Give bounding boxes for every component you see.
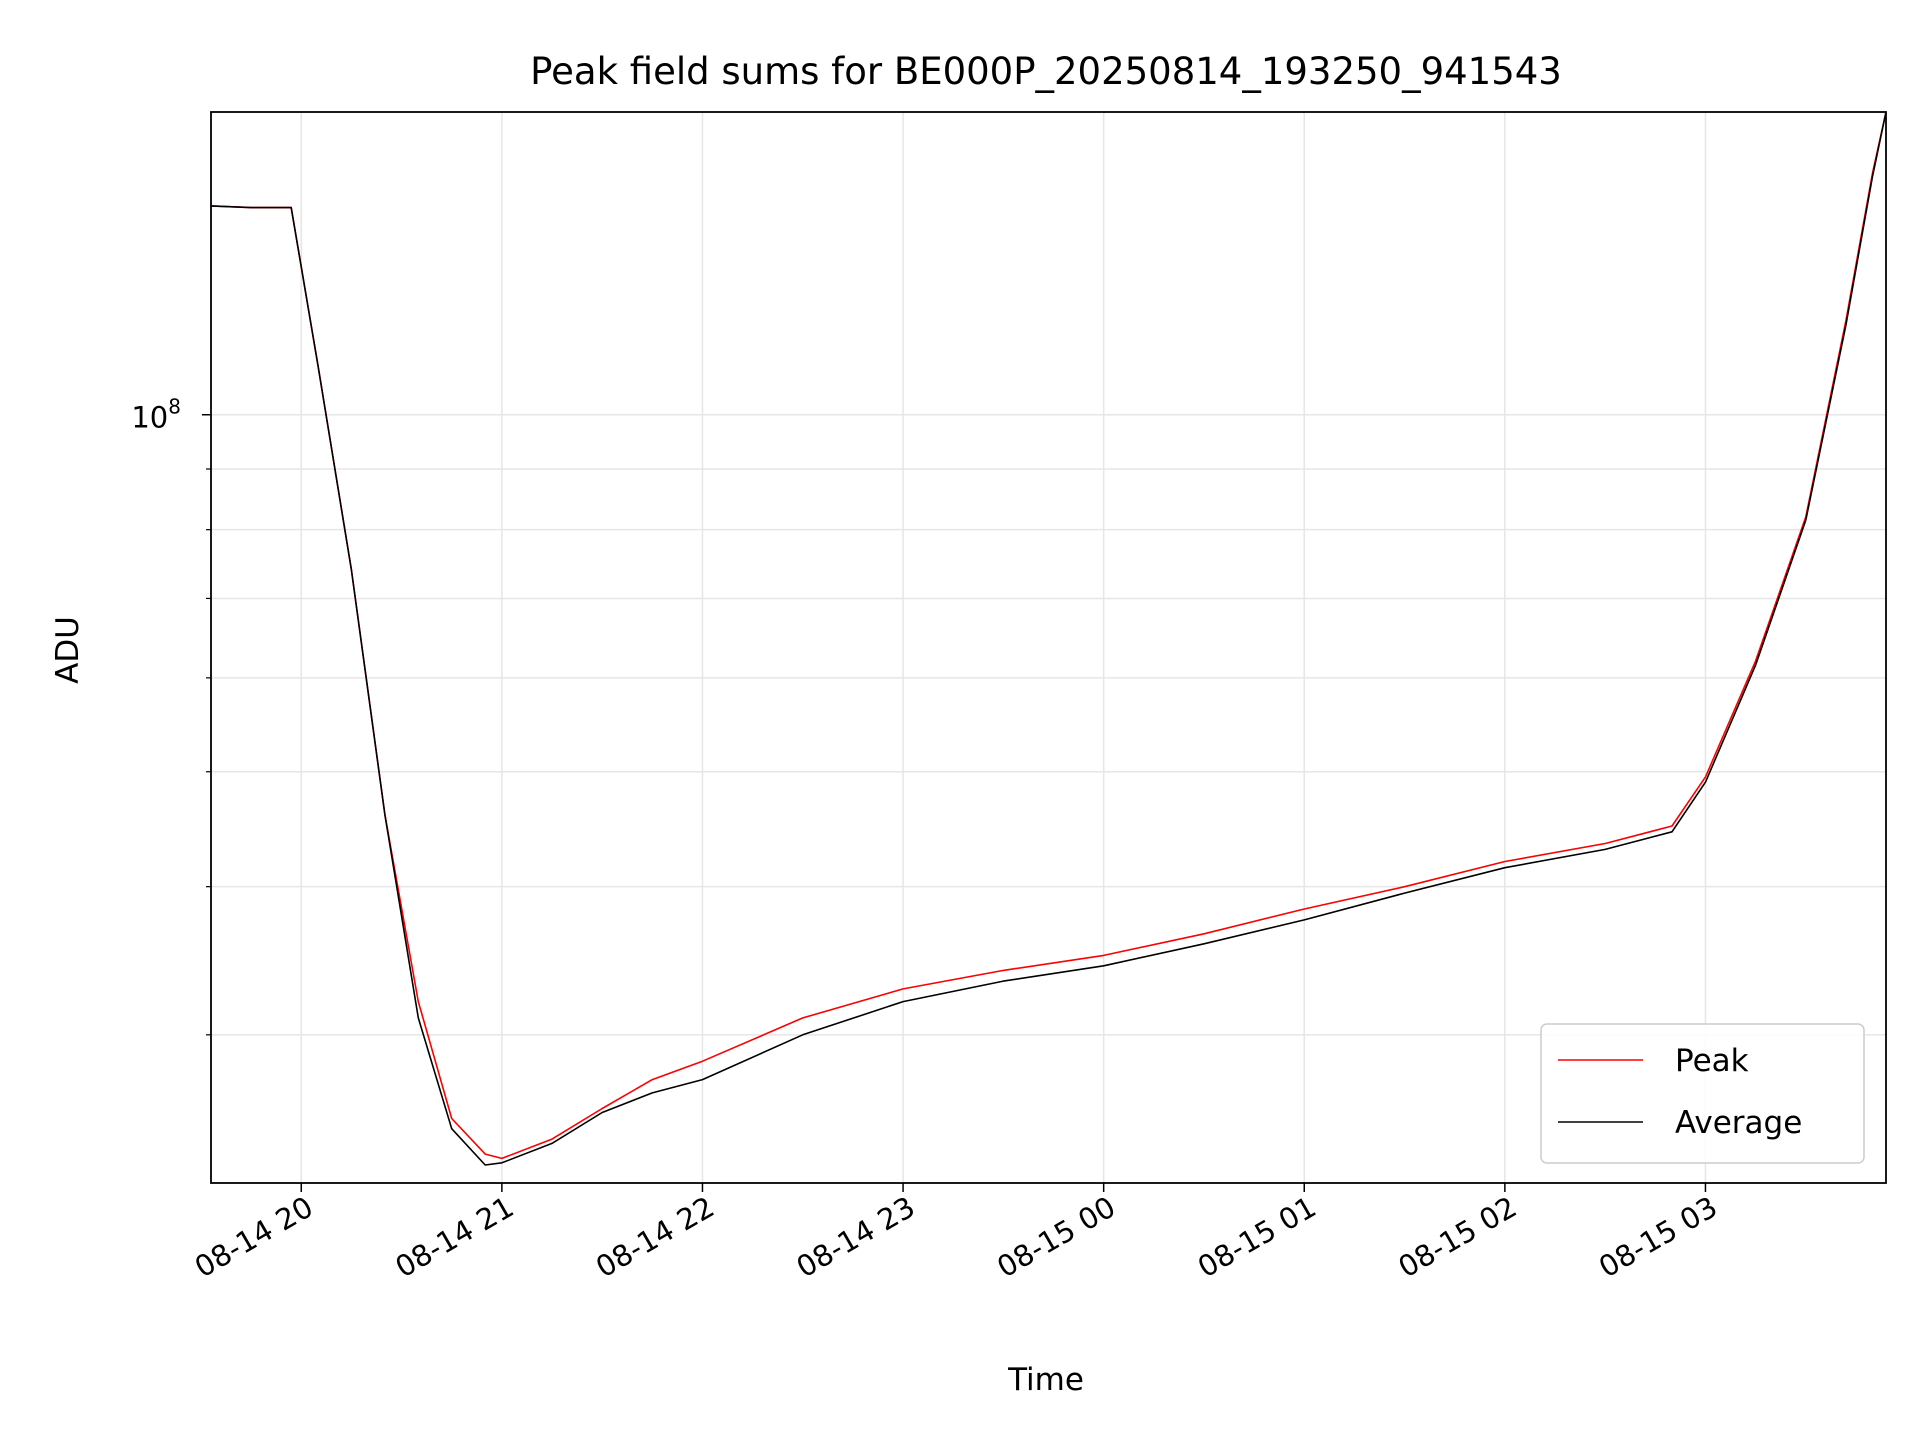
y-axis-label: ADU xyxy=(50,616,86,684)
y-tick-label: 108 xyxy=(131,395,181,435)
series-average-line xyxy=(210,111,1887,1166)
y-tick-exponent: 8 xyxy=(168,395,181,419)
x-axis-label: Time xyxy=(1007,1362,1084,1398)
legend-box xyxy=(1540,1023,1865,1164)
chart-title: Peak field sums for BE000P_20250814_1932… xyxy=(530,50,1562,93)
series-layer xyxy=(210,111,1887,1166)
legend-peak-label: Peak xyxy=(1675,1043,1749,1079)
plot-frame xyxy=(210,111,1887,1184)
legend: Peak Average xyxy=(1540,1023,1865,1164)
y-tick-base: 10 xyxy=(131,401,168,435)
grid xyxy=(211,112,1886,1183)
legend-average-label: Average xyxy=(1675,1105,1802,1141)
